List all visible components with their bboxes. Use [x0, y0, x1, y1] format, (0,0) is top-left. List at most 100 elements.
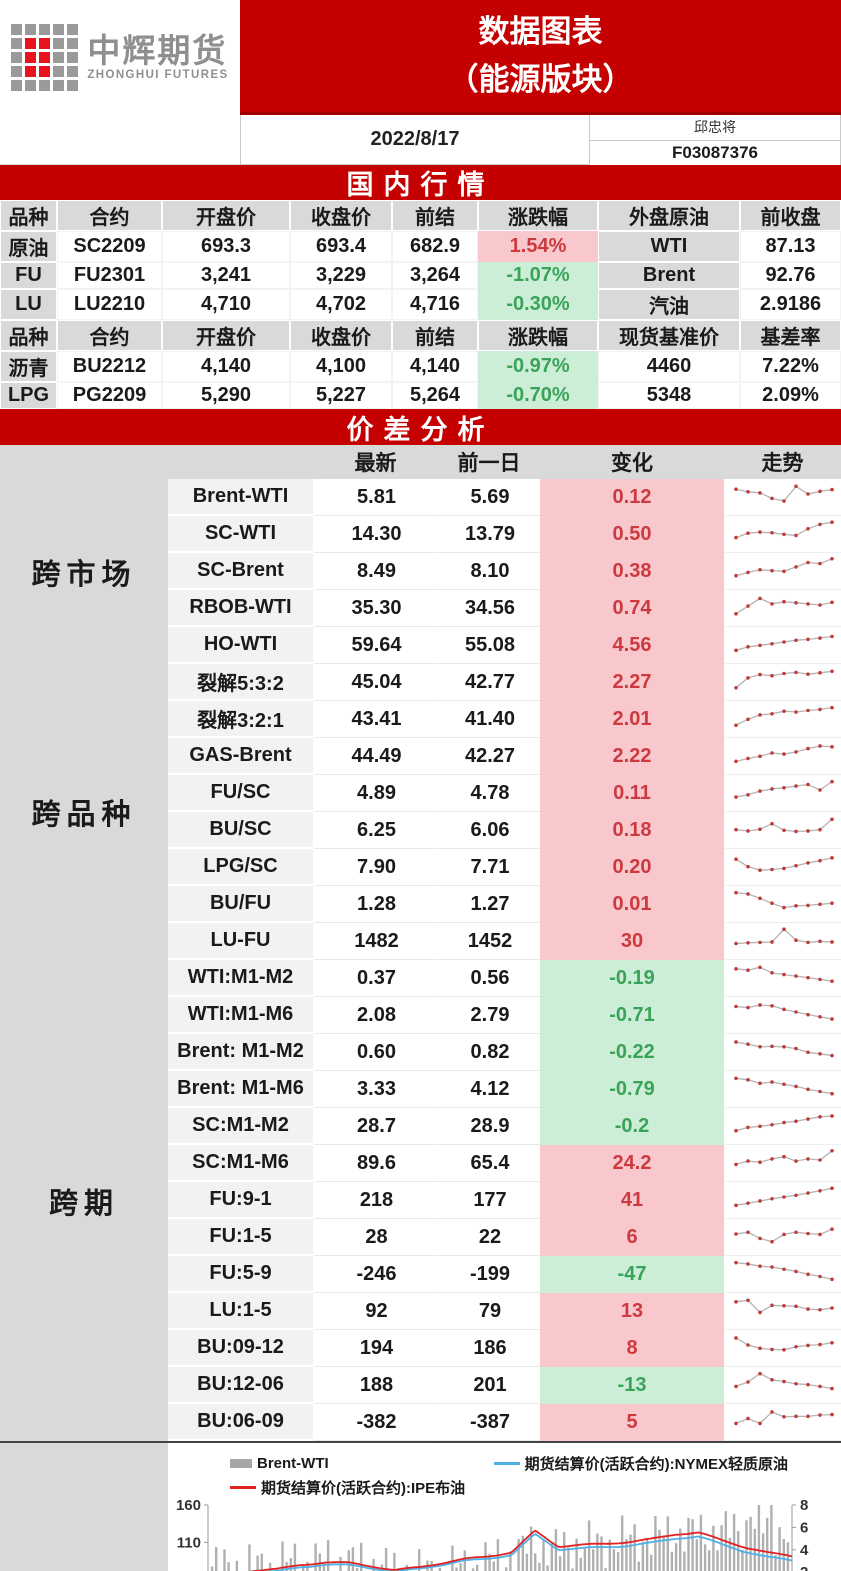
trend-cell	[724, 1034, 841, 1071]
section-title-spread: 价差分析	[0, 409, 841, 445]
table-row: LU:1-5 92 79 13	[0, 1293, 841, 1330]
table-row: LU-FU 1482 1452 30	[0, 923, 841, 960]
previous-value-cell: 5.69	[438, 479, 540, 516]
latest-value-cell: 0.60	[313, 1034, 438, 1071]
spot-benchmark-cell: 4460	[598, 351, 740, 382]
table-row: LU LU2210 4,710 4,702 4,716 -0.30% 汽油 2.9186	[0, 289, 841, 320]
external-oil-label: WTI	[598, 231, 740, 262]
previous-value-cell: 2.79	[438, 997, 540, 1034]
svg-text:4: 4	[800, 1542, 809, 1559]
analyst-id: F03087376	[671, 142, 759, 162]
spread-name-cell: 裂解5:3:2	[168, 664, 313, 701]
logo-square	[25, 38, 37, 49]
spread-name-cell: SC:M1-M2	[168, 1108, 313, 1145]
previous-value-cell: -387	[438, 1404, 540, 1441]
spread-analysis-table: 最新 前一日 变化 走势 跨市场 Brent-WTI 5.81 5.69 0.12 SC-WTI 1…	[0, 445, 841, 1441]
logo-square	[25, 52, 37, 63]
open-price-cell: 4,710	[162, 289, 290, 320]
prev-close-cell: 92.76	[740, 262, 841, 289]
logo-square	[67, 80, 79, 91]
previous-value-cell: 28.9	[438, 1108, 540, 1145]
trend-cell	[724, 664, 841, 701]
group-label: 跨市场	[0, 479, 168, 664]
trend-sparkline	[733, 965, 834, 983]
change-value-cell: 13	[540, 1293, 724, 1330]
close-price-cell: 693.4	[290, 231, 392, 262]
report-title-line2: （能源版块）	[447, 62, 634, 97]
spot-benchmark-cell: 5348	[598, 382, 740, 409]
trend-sparkline	[733, 1076, 834, 1096]
change-value-cell: -0.71	[540, 997, 724, 1034]
trend-cell	[724, 1330, 841, 1367]
previous-value-cell: 22	[438, 1219, 540, 1256]
previous-value-cell: 4.12	[438, 1071, 540, 1108]
table-row: 裂解3:2:1 43.41 41.40 2.01	[0, 701, 841, 738]
table-row: SC:M1-M2 28.7 28.9 -0.2	[0, 1108, 841, 1145]
column-header: 前一日	[438, 445, 540, 479]
trend-sparkline	[733, 596, 834, 616]
svg-text:110: 110	[177, 1534, 201, 1551]
table-header-row: 品种 合约 开盘价 收盘价 前结 涨跌幅 外盘原油 前收盘	[0, 200, 841, 231]
report-title-banner: 数据图表 （能源版块）	[240, 0, 841, 115]
open-price-cell: 3,241	[162, 262, 290, 289]
change-value-cell: -47	[540, 1256, 724, 1293]
change-value-cell: 0.01	[540, 886, 724, 923]
column-header: 前结	[392, 200, 478, 231]
logo-square	[39, 66, 51, 77]
table-header-row: 品种 合约 开盘价 收盘价 前结 涨跌幅 现货基准价 基差率	[0, 320, 841, 351]
close-price-cell: 4,100	[290, 351, 392, 382]
trend-cell	[724, 479, 841, 516]
table-row: HO-WTI 59.64 55.08 4.56	[0, 627, 841, 664]
table-row: FU:5-9 -246 -199 -47	[0, 1256, 841, 1293]
company-logo: 中辉期货 ZHONGHUI FUTURES	[0, 0, 240, 115]
column-header: 品种	[0, 200, 57, 231]
prev-settle-cell: 4,140	[392, 351, 478, 382]
svg-text:2: 2	[800, 1564, 808, 1571]
logo-square	[11, 24, 23, 35]
change-value-cell: -0.2	[540, 1108, 724, 1145]
logo-square	[11, 66, 23, 77]
trend-cell	[724, 1182, 841, 1219]
variety-label: LU	[0, 289, 57, 320]
change-value-cell: 5	[540, 1404, 724, 1441]
logo-square	[53, 38, 65, 49]
trend-sparkline	[733, 927, 834, 946]
trend-cell	[724, 1219, 841, 1256]
logo-square	[53, 24, 65, 35]
previous-value-cell: 186	[438, 1330, 540, 1367]
column-header: 开盘价	[162, 320, 290, 351]
table-row: 跨市场 Brent-WTI 5.81 5.69 0.12	[0, 479, 841, 664]
spread-name-cell: LU:1-5	[168, 1293, 313, 1330]
table-row: BU:06-09 -382 -387 5	[0, 1404, 841, 1441]
legend-brent-wti-label: Brent-WTI	[257, 1454, 329, 1472]
table-row: LPG/SC 7.90 7.71 0.20	[0, 849, 841, 886]
name-column-header	[168, 445, 313, 479]
latest-value-cell: 7.90	[313, 849, 438, 886]
change-value-cell: 0.20	[540, 849, 724, 886]
group-label: 跨品种	[0, 664, 168, 960]
contract-cell: PG2209	[57, 382, 162, 409]
contract-cell: LU2210	[57, 289, 162, 320]
trend-sparkline	[733, 705, 834, 728]
close-price-cell: 5,227	[290, 382, 392, 409]
table-row: 跨品种 裂解5:3:2 45.04 42.77 2.27	[0, 664, 841, 960]
table-row: BU:09-12 194 186 8	[0, 1330, 841, 1367]
trend-cell	[724, 812, 841, 849]
previous-value-cell: 0.56	[438, 960, 540, 997]
change-value-cell: 2.01	[540, 701, 724, 738]
table-row: BU/SC 6.25 6.06 0.18	[0, 812, 841, 849]
analyst-name: 邱忠将	[590, 115, 840, 141]
spread-name-cell: SC:M1-M6	[168, 1145, 313, 1182]
trend-sparkline	[733, 1298, 834, 1315]
table-row: FU:9-1 218 177 41	[0, 1182, 841, 1219]
spread-name-cell: FU:5-9	[168, 1256, 313, 1293]
column-header: 变化	[540, 445, 724, 479]
contract-cell: SC2209	[57, 231, 162, 262]
basis-rate-cell: 7.22%	[740, 351, 841, 382]
column-header: 最新	[313, 445, 438, 479]
change-value-cell: 2.22	[540, 738, 724, 775]
change-value-cell: 41	[540, 1182, 724, 1219]
logo-square	[39, 52, 51, 63]
variety-label: 原油	[0, 231, 57, 262]
change-value-cell: 0.74	[540, 590, 724, 627]
